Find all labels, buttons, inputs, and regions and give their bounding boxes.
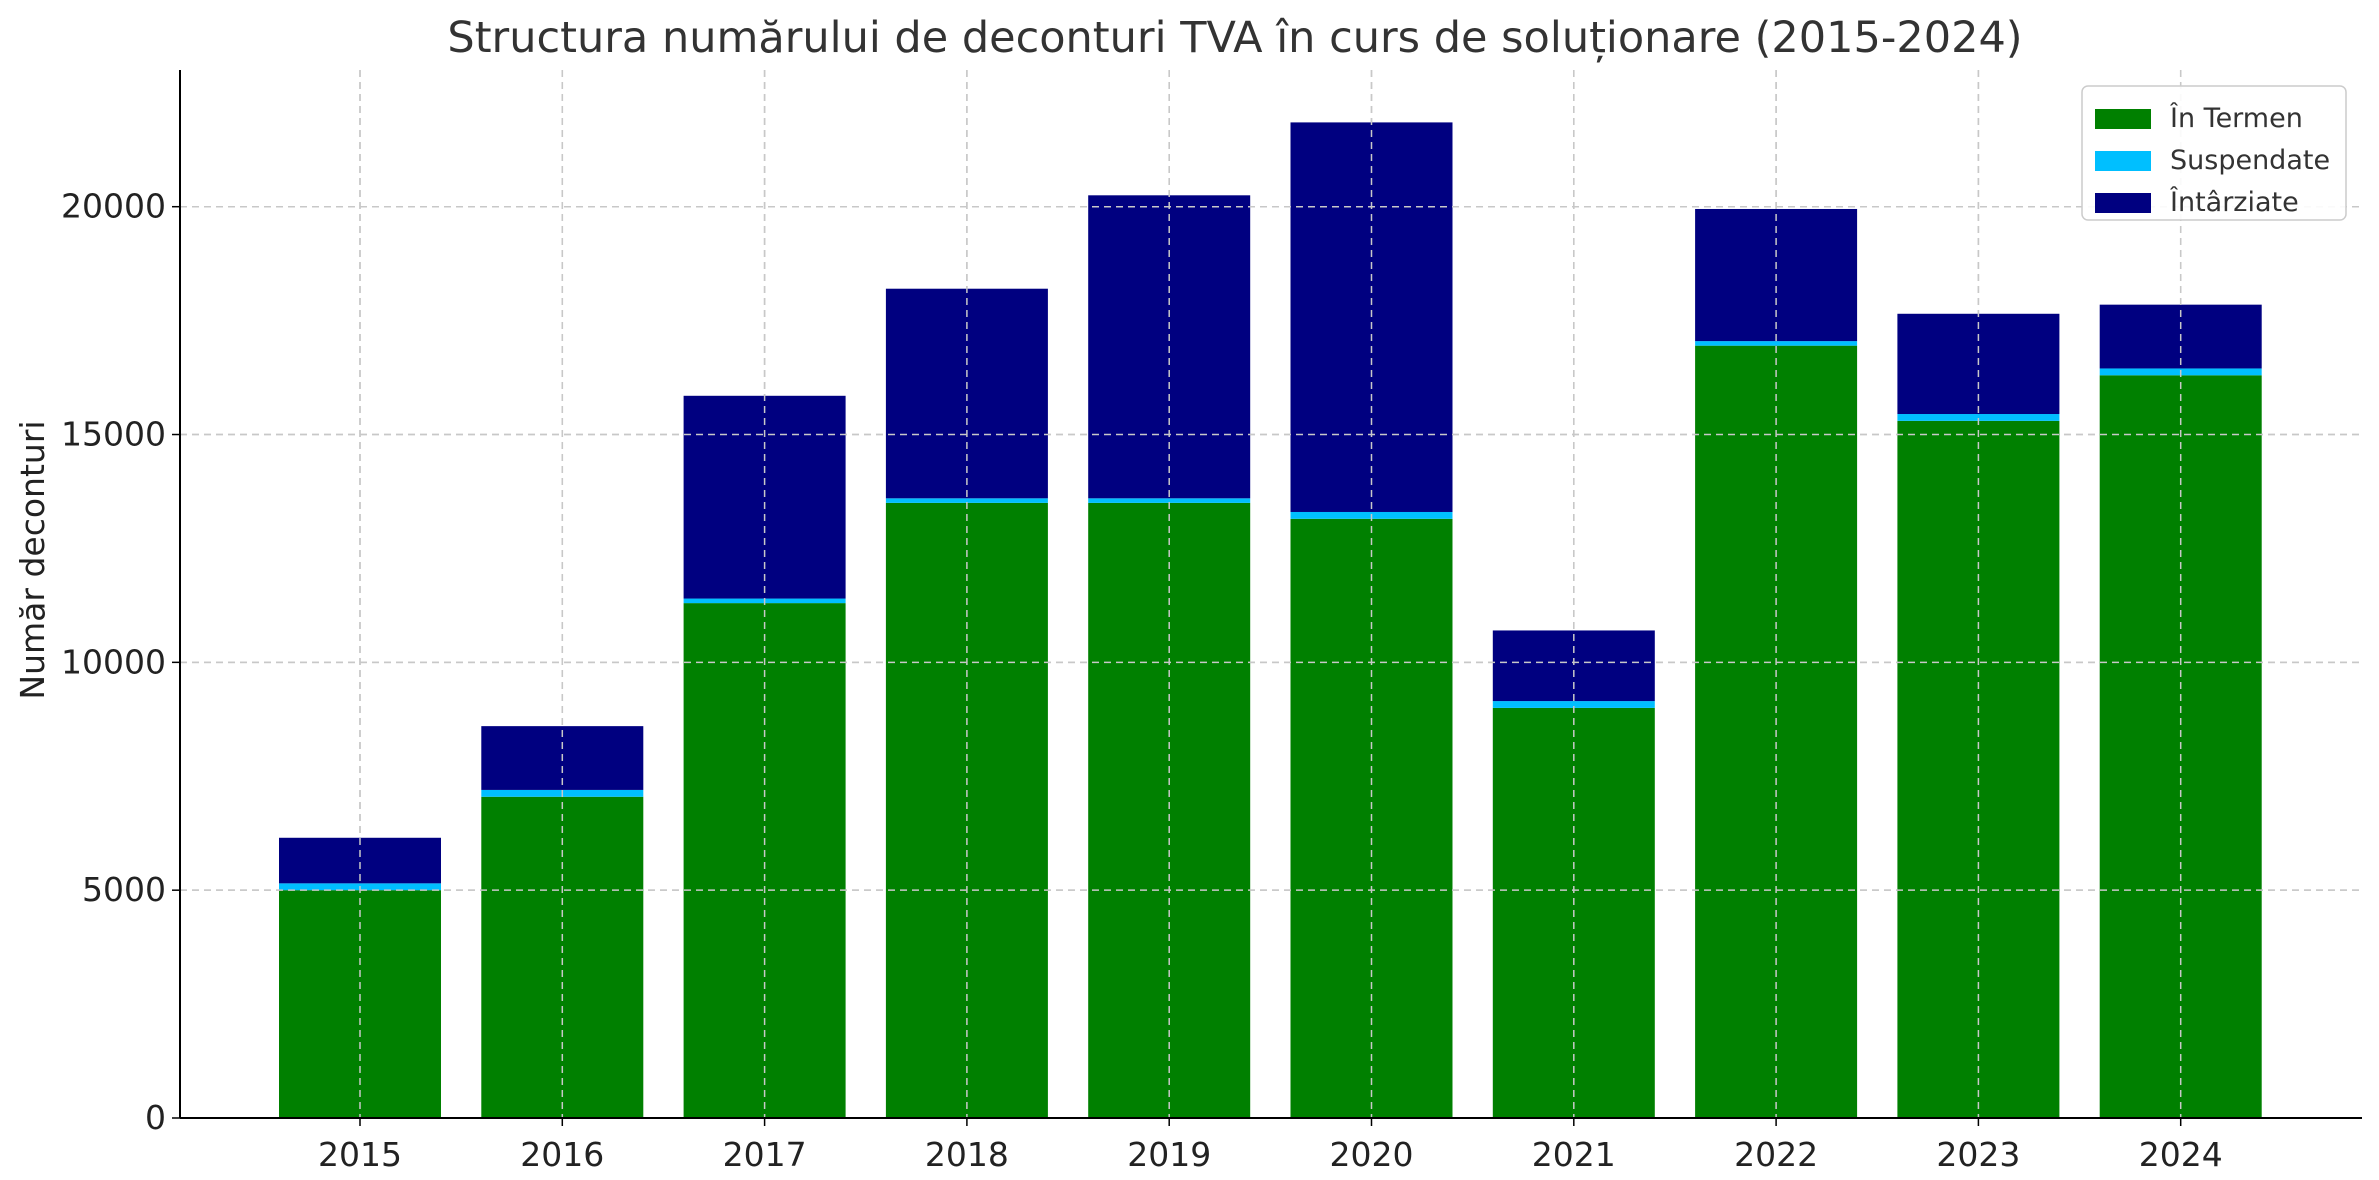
legend-label-in-termen: În Termen (2169, 102, 2303, 134)
bar-intarziate-2021 (1492, 630, 1655, 702)
y-axis-label: Număr deconturi (13, 420, 52, 699)
bar-suspendate-2018 (885, 498, 1048, 503)
x-tick-label-2021: 2021 (1532, 1135, 1616, 1174)
x-tick-label-2022: 2022 (1734, 1135, 1818, 1174)
labels-layer: Structura numărului de deconturi TVA în … (13, 13, 2023, 700)
x-tick-label-2018: 2018 (925, 1135, 1009, 1174)
y-tick-label: 0 (145, 1098, 166, 1137)
chart-title: Structura numărului de deconturi TVA în … (447, 13, 2022, 63)
x-tick-label-2024: 2024 (2139, 1135, 2223, 1174)
y-tick-label: 5000 (82, 870, 166, 909)
axes-layer: 0 5000 10000 15000 20000 2015 2016 2017 2018 2019… (61, 70, 2362, 1174)
x-tick-label-2023: 2023 (1936, 1135, 2020, 1174)
x-tick-label-2016: 2016 (520, 1135, 604, 1174)
bar-suspendate-2021 (1492, 701, 1655, 708)
bar-in-termen-2018 (885, 502, 1048, 1118)
bar-suspendate-2022 (1695, 341, 1858, 346)
y-tick-label: 20000 (61, 187, 166, 226)
bar-in-termen-2019 (1088, 502, 1251, 1118)
x-tick-label-2019: 2019 (1127, 1135, 1211, 1174)
y-tick-label: 15000 (61, 415, 166, 454)
bar-suspendate-2023 (1897, 414, 2060, 421)
legend: În Termen Suspendate Întârziate (2081, 85, 2347, 221)
legend-label-intarziate: Întârziate (2169, 186, 2299, 218)
bar-suspendate-2019 (1088, 498, 1251, 503)
y-tick-label: 10000 (61, 642, 166, 681)
legend-swatch-suspendate (2095, 151, 2151, 171)
x-tick-label-2015: 2015 (318, 1135, 402, 1174)
legend-swatch-intarziate (2095, 193, 2151, 213)
legend-label-suspendate: Suspendate (2170, 145, 2330, 176)
legend-swatch-in-termen (2095, 109, 2151, 129)
x-tick-label-2017: 2017 (723, 1135, 807, 1174)
bar-in-termen-2017 (683, 603, 846, 1118)
bars-layer (180, 70, 2362, 1118)
x-tick-label-2020: 2020 (1330, 1135, 1414, 1174)
